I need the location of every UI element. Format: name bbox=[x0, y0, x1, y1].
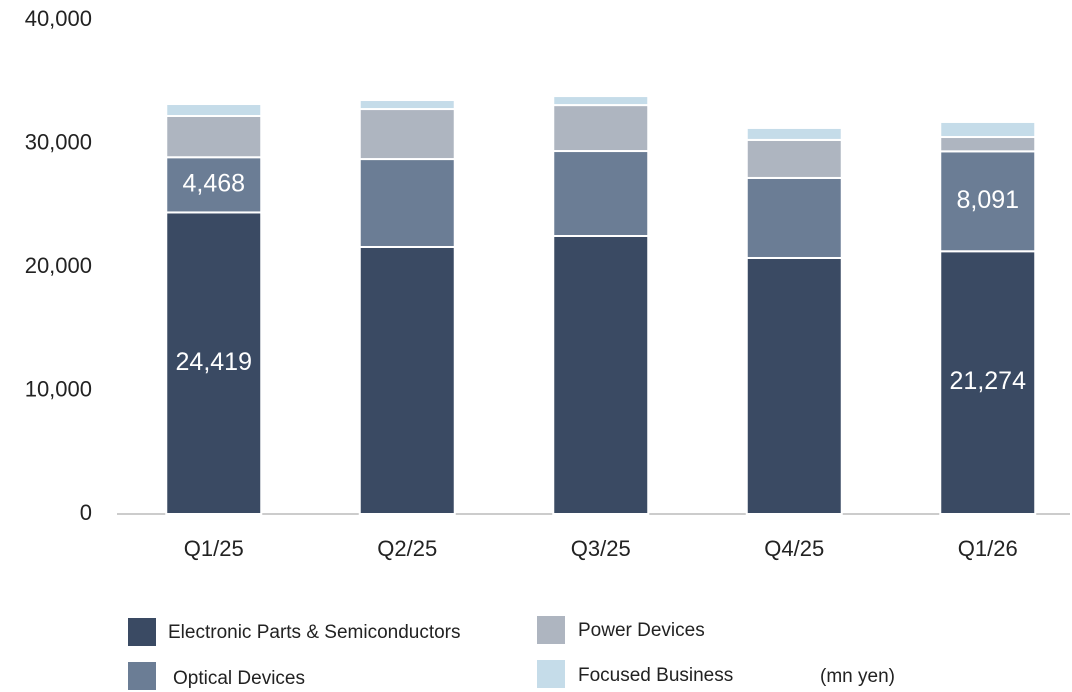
y-tick-label: 30,000 bbox=[25, 129, 92, 154]
legend-label: Optical Devices bbox=[173, 668, 305, 689]
bar-segment bbox=[745, 176, 843, 259]
bar-segment bbox=[358, 108, 456, 161]
y-tick-label: 20,000 bbox=[25, 253, 92, 278]
data-label: 8,091 bbox=[956, 186, 1019, 214]
legend-label: Electronic Parts & Semiconductors bbox=[168, 622, 461, 643]
legend-label: Focused Business bbox=[578, 665, 733, 686]
bar-segment bbox=[358, 158, 456, 248]
bar-segment bbox=[939, 136, 1037, 153]
x-tick-label: Q1/25 bbox=[184, 536, 244, 561]
legend-swatch bbox=[537, 660, 565, 688]
bar-segment bbox=[745, 138, 843, 179]
bar-segment bbox=[165, 211, 263, 515]
x-tick-label: Q3/25 bbox=[571, 536, 631, 561]
x-tick-label: Q2/25 bbox=[377, 536, 437, 561]
data-label: 21,274 bbox=[950, 367, 1027, 395]
bar-segment bbox=[939, 150, 1037, 253]
x-tick-label: Q4/25 bbox=[764, 536, 824, 561]
bar-segment bbox=[745, 126, 843, 141]
bar-segment bbox=[165, 103, 263, 117]
y-tick-label: 0 bbox=[80, 500, 92, 525]
unit-note: (mn yen) bbox=[820, 666, 895, 687]
x-tick-label: Q1/26 bbox=[958, 536, 1018, 561]
data-label: 4,468 bbox=[182, 169, 245, 197]
bar-segment bbox=[939, 120, 1037, 139]
bar-segment bbox=[358, 99, 456, 111]
bar-segment bbox=[552, 150, 650, 238]
bar-segment bbox=[165, 156, 263, 214]
bar-segment bbox=[165, 114, 263, 159]
bar-segment bbox=[552, 235, 650, 515]
legend-swatch bbox=[128, 618, 156, 646]
bar-segment bbox=[552, 104, 650, 153]
y-tick-label: 10,000 bbox=[25, 376, 92, 401]
y-tick-label: 40,000 bbox=[25, 6, 92, 31]
bar-segment bbox=[745, 256, 843, 515]
bar-segment bbox=[552, 95, 650, 107]
bar-segment bbox=[358, 245, 456, 515]
legend-label: Power Devices bbox=[578, 620, 705, 641]
legend-swatch bbox=[537, 616, 565, 644]
data-label: 24,419 bbox=[176, 348, 252, 376]
legend-swatch bbox=[128, 662, 156, 690]
